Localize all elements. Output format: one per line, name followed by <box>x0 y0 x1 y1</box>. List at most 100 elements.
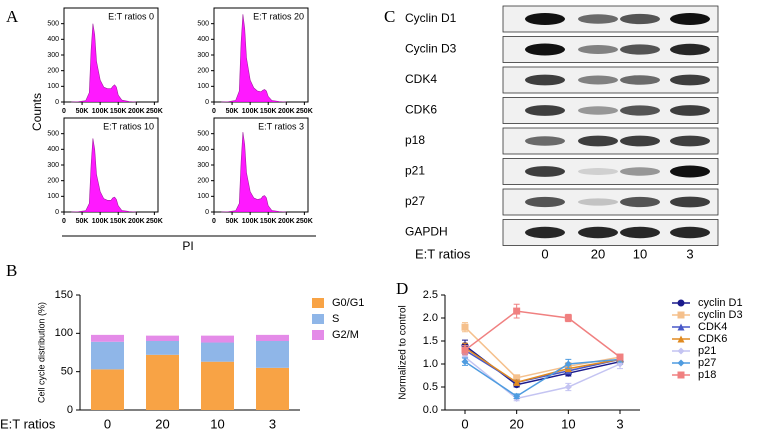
y-tick-label: 200 <box>47 178 59 185</box>
x-tick-label: 100K <box>92 218 109 225</box>
x-tick-label: 100K <box>242 108 259 115</box>
blot-lane-label: 10 <box>633 246 647 261</box>
bar-segment <box>91 369 124 410</box>
legend-label: S <box>332 313 339 325</box>
legend-label: G0/G1 <box>332 297 364 309</box>
histogram-area <box>221 132 287 213</box>
y-tick-label: 1.0 <box>423 358 438 370</box>
y-tick-label: 2.5 <box>423 289 438 301</box>
blot-row-label: p18 <box>405 133 425 147</box>
blot-band <box>670 43 710 56</box>
blot-band <box>525 13 565 25</box>
y-tick-label: 400 <box>197 36 209 43</box>
blot-row-label: Cyclin D3 <box>405 42 457 56</box>
bar-segment <box>201 335 234 343</box>
legend-swatch <box>312 330 324 340</box>
y-tick-label: 300 <box>197 162 209 169</box>
marker <box>513 378 521 386</box>
bar-segment <box>146 354 179 410</box>
x-tick-label: 0 <box>62 218 66 225</box>
legend-swatch <box>312 314 324 324</box>
series-line <box>464 326 621 379</box>
legend-swatch <box>312 298 324 308</box>
bar-segment <box>256 367 289 410</box>
blot-row-label: GAPDH <box>405 225 448 239</box>
x-tick-label: 3 <box>616 416 623 431</box>
x-tick-label: 0 <box>62 108 66 115</box>
blot-lane-label: 3 <box>686 246 693 261</box>
panel-label: A <box>6 7 19 26</box>
x-tick-label: 150K <box>110 218 127 225</box>
x-tick-label: 50K <box>226 108 239 115</box>
series-line <box>464 347 621 384</box>
blot-row-label: p27 <box>405 194 425 208</box>
y-tick-label: 0 <box>55 99 59 106</box>
x-tick-label: 10 <box>561 416 575 431</box>
histogram-title: E:T ratios 0 <box>108 11 154 21</box>
y-tick-label: 0 <box>205 209 209 216</box>
blot-band <box>670 165 710 178</box>
marker <box>677 359 685 367</box>
blot-band <box>620 135 660 147</box>
y-tick-label: 500 <box>197 21 209 28</box>
marker <box>564 360 572 368</box>
blot-row-label: p21 <box>405 164 425 178</box>
marker <box>461 323 469 331</box>
bar-segment <box>201 342 234 362</box>
x-tick-label: 0 <box>461 416 468 431</box>
x-tick-label: 150K <box>260 108 277 115</box>
blot-band <box>620 75 660 85</box>
blot-band <box>670 13 710 25</box>
blot-band <box>670 135 710 147</box>
y-tick-label: 100 <box>47 193 59 200</box>
x-tick-label: 0 <box>212 218 216 225</box>
blot-row-label: Cyclin D1 <box>405 11 457 25</box>
blot-band <box>620 105 660 116</box>
histogram-area <box>221 14 287 103</box>
y-tick-label: 500 <box>47 131 59 138</box>
plot-frame <box>63 117 159 213</box>
plot-frame <box>213 7 309 103</box>
marker <box>513 307 521 315</box>
x-tick-label: 250K <box>296 108 313 115</box>
marker <box>677 347 685 355</box>
x-tick-label: 250K <box>296 218 313 225</box>
bar-segment <box>146 335 179 341</box>
marker <box>564 383 572 391</box>
x-tick-label: 200K <box>128 218 145 225</box>
series-line <box>464 310 621 358</box>
histogram-title: E:T ratios 10 <box>103 121 154 131</box>
y-tick-label: 1.5 <box>423 335 438 347</box>
blot-band <box>525 136 565 146</box>
marker <box>616 353 624 361</box>
panel-label: D <box>396 279 408 298</box>
marker <box>461 353 469 361</box>
blot-lane-label: 20 <box>591 246 605 261</box>
y-tick-label: 300 <box>197 52 209 59</box>
marker <box>677 323 685 331</box>
blot-band <box>578 226 618 239</box>
histogram-title: E:T ratios 3 <box>258 121 304 131</box>
series-line <box>464 358 621 398</box>
bar-segment <box>256 341 289 368</box>
blot-band <box>670 105 710 116</box>
x-tick-label: 200K <box>128 108 145 115</box>
bar-segment <box>91 334 124 342</box>
x-tick-label: 20 <box>509 416 523 431</box>
blot-band <box>620 44 660 55</box>
y-tick-label: 0 <box>67 404 73 416</box>
y-tick-label: 2.0 <box>423 312 438 324</box>
x-tick-label: 150K <box>260 218 277 225</box>
y-tick-label: 200 <box>197 68 209 75</box>
y-tick-label: 0.0 <box>423 404 438 416</box>
blot-band <box>620 226 660 239</box>
y-tick-label: 100 <box>55 327 73 339</box>
histogram-area <box>71 23 137 103</box>
bar-segment <box>91 341 124 370</box>
blot-band <box>670 226 710 239</box>
x-axis-label: PI <box>182 239 193 253</box>
marker <box>677 311 685 319</box>
x-tick-label: 250K <box>146 108 163 115</box>
x-tick-label: 200K <box>278 218 295 225</box>
